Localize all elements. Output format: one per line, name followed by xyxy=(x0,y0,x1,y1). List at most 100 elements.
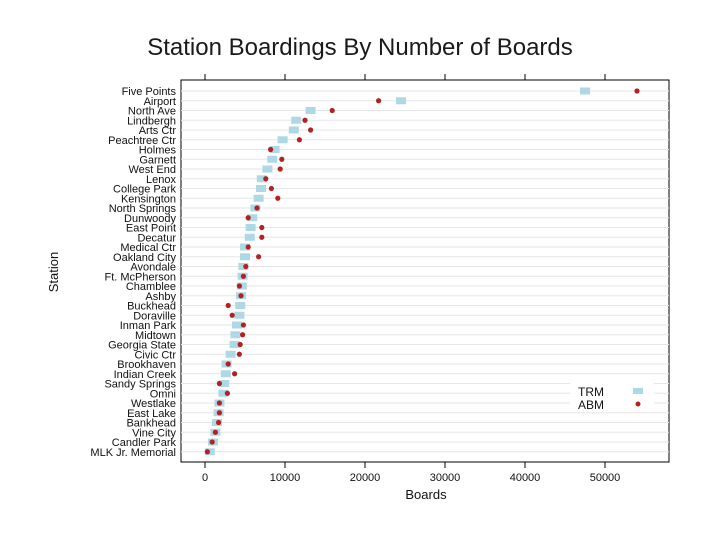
x-axis: 0 10000 20000 30000 40000 50000 xyxy=(202,74,620,484)
abm-mark xyxy=(245,215,251,221)
trm-mark xyxy=(225,350,236,358)
abm-mark xyxy=(229,312,235,318)
trm-mark xyxy=(235,302,246,309)
trm-mark xyxy=(234,311,245,319)
y-tick-label: Arts Ctr xyxy=(139,125,177,137)
y-tick-label: Civic Ctr xyxy=(134,349,176,361)
abm-mark xyxy=(216,410,222,416)
abm-mark xyxy=(225,302,231,309)
abm-mark xyxy=(237,341,243,348)
abm-mark xyxy=(243,263,249,270)
abm-mark xyxy=(216,400,222,406)
abm-mark xyxy=(275,195,281,201)
trm-mark xyxy=(229,341,240,348)
y-tick-label: Chamblee xyxy=(126,281,176,293)
abm-mark xyxy=(236,283,242,289)
plot-frame xyxy=(180,79,670,463)
abm-mark xyxy=(634,88,640,94)
abm-mark xyxy=(268,146,274,153)
y-tick-label: Vine City xyxy=(132,427,176,439)
trm-mark xyxy=(230,331,241,339)
data-marks xyxy=(204,87,640,456)
legend-label-trm: TRM xyxy=(578,385,604,399)
abm-mark xyxy=(302,117,308,123)
trm-mark xyxy=(247,214,258,222)
abm-mark xyxy=(240,322,246,328)
trm-mark xyxy=(267,155,278,163)
y-tick-label: Inman Park xyxy=(120,320,177,332)
y-tick-label: Garnett xyxy=(139,154,176,166)
y-tick-label: Bankhead xyxy=(126,418,176,430)
y-tick-label: Ft. McPherson xyxy=(104,271,176,283)
trm-mark xyxy=(269,146,280,153)
y-tick-label: Airport xyxy=(144,96,176,108)
trm-mark xyxy=(245,224,256,231)
y-tick-label: West End xyxy=(129,164,177,176)
legend: TRM ABM xyxy=(570,383,654,412)
y-tick-label: North Ave xyxy=(128,106,176,118)
y-axis-title: Station xyxy=(46,252,61,292)
abm-mark xyxy=(254,205,260,211)
y-tick-label: Avondale xyxy=(130,262,176,274)
y-tick-label: MLK Jr. Memorial xyxy=(90,447,176,459)
y-tick-label: Buckhead xyxy=(127,301,176,313)
abm-mark xyxy=(268,185,274,192)
y-tick-label: Candler Park xyxy=(112,437,177,449)
y-tick-label: Brookhaven xyxy=(117,359,176,371)
y-tick-label: Lindbergh xyxy=(127,115,176,127)
y-tick-label: Five Points xyxy=(122,86,177,98)
abm-mark xyxy=(308,127,314,133)
trm-mark xyxy=(277,136,288,144)
trm-mark xyxy=(240,243,250,251)
abm-mark xyxy=(224,390,230,396)
y-tick-label: Peachtree Ctr xyxy=(108,135,176,147)
x-tick-label: 10000 xyxy=(270,472,301,484)
trm-mark xyxy=(396,97,406,105)
abm-mark xyxy=(212,429,218,435)
x-tick-label: 30000 xyxy=(430,472,461,484)
abm-mark xyxy=(296,137,302,143)
abm-mark xyxy=(259,224,265,231)
abm-mark xyxy=(225,361,231,367)
abm-mark xyxy=(277,166,283,172)
abm-mark xyxy=(245,244,251,250)
y-tick-label: East Point xyxy=(126,223,176,235)
x-tick-label: 20000 xyxy=(350,472,381,484)
y-tick-label: Kensington xyxy=(121,193,176,205)
y-tick-label: Omni xyxy=(150,388,176,400)
trm-mark xyxy=(291,116,302,124)
y-tick-label: Indian Creek xyxy=(114,369,177,381)
trm-mark xyxy=(232,321,242,329)
x-tick-label: 50000 xyxy=(590,472,621,484)
trm-mark xyxy=(256,185,266,192)
trm-mark xyxy=(580,87,590,95)
chart-title: Station Boardings By Number of Boards xyxy=(147,34,573,61)
trm-mark xyxy=(244,233,255,241)
y-tick-label: East Lake xyxy=(127,408,176,420)
abm-mark xyxy=(240,273,246,279)
abm-mark xyxy=(204,449,210,455)
trm-mark xyxy=(240,253,250,261)
y-tick-label: Georgia State xyxy=(108,340,176,352)
abm-mark xyxy=(329,107,335,114)
y-tick-label: Dunwoody xyxy=(124,213,176,225)
abm-mark xyxy=(240,332,246,338)
trm-mark xyxy=(220,370,231,378)
y-tick-label: Holmes xyxy=(139,145,177,157)
y-tick-label: Sandy Springs xyxy=(104,379,176,391)
abm-mark xyxy=(279,156,285,162)
x-tick-label: 40000 xyxy=(510,472,541,484)
trm-mark xyxy=(256,175,267,183)
y-tick-label: College Park xyxy=(113,184,176,196)
x-tick-label: 0 xyxy=(202,472,208,484)
y-tick-label: Midtown xyxy=(135,330,176,342)
abm-mark xyxy=(216,380,222,387)
y-tick-label: Oakland City xyxy=(113,252,176,264)
y-tick-label: Lenox xyxy=(146,174,176,186)
y-tick-label: Medical Ctr xyxy=(120,242,176,254)
legend-marker-abm xyxy=(635,401,641,407)
trm-mark xyxy=(288,126,299,134)
y-tick-label: Ashby xyxy=(145,291,176,303)
abm-mark xyxy=(263,176,269,182)
